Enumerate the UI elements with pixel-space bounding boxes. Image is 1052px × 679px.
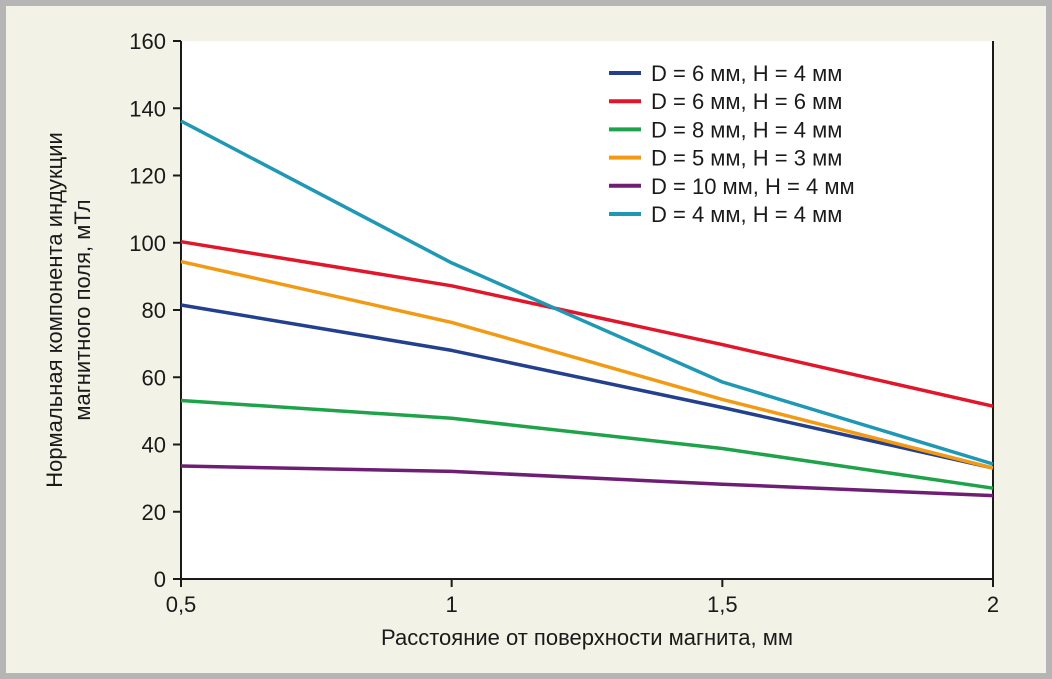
y-tick-label: 100 <box>129 231 166 256</box>
y-axis-title-line: магнитного поля, мТл <box>70 199 95 420</box>
y-tick-label: 120 <box>129 164 166 189</box>
legend-label: D = 6 мм, H = 4 мм <box>651 61 842 86</box>
y-axis-title: Нормальная компонента индукции магнитного… <box>42 132 95 488</box>
legend-label: D = 10 мм, H = 4 мм <box>651 174 855 199</box>
legend-label: D = 8 мм, H = 4 мм <box>651 117 842 142</box>
series-line-6 <box>180 119 994 466</box>
series-line-2 <box>180 239 994 408</box>
legend-label: D = 5 мм, H = 3 мм <box>651 146 842 171</box>
y-tick-label: 40 <box>142 433 166 458</box>
x-tick-label: 0,5 <box>166 592 197 617</box>
y-tick-label: 20 <box>142 500 166 525</box>
series-lines <box>180 119 994 498</box>
y-tick-label: 0 <box>154 567 166 592</box>
x-tick-label: 1,5 <box>707 592 738 617</box>
series-line-5 <box>180 464 994 498</box>
x-tick-label: 1 <box>446 592 458 617</box>
series-line-4 <box>180 259 994 470</box>
series-line-3 <box>180 398 994 490</box>
legend: D = 6 мм, H = 4 мм D = 6 мм, H = 6 мм D = … <box>609 61 855 227</box>
y-axis-title-line: Нормальная компонента индукции <box>42 132 67 488</box>
y-tick-label: 140 <box>129 96 166 121</box>
y-tick-label: 60 <box>142 365 166 390</box>
y-tick-label: 160 <box>129 29 166 54</box>
x-axis-title: Расстояние от поверхности магнита, мм <box>381 625 793 650</box>
y-tick-label: 80 <box>142 298 166 323</box>
legend-label: D = 4 мм, H = 4 мм <box>651 202 842 227</box>
tick-labels: 0 20 40 60 80 100 120 140 160 0,5 1 1,5 2 <box>129 29 999 617</box>
plot-area <box>181 41 993 579</box>
x-tick-label: 2 <box>987 592 999 617</box>
legend-label: D = 6 мм, H = 6 мм <box>651 89 842 114</box>
series-line-1 <box>180 303 994 470</box>
